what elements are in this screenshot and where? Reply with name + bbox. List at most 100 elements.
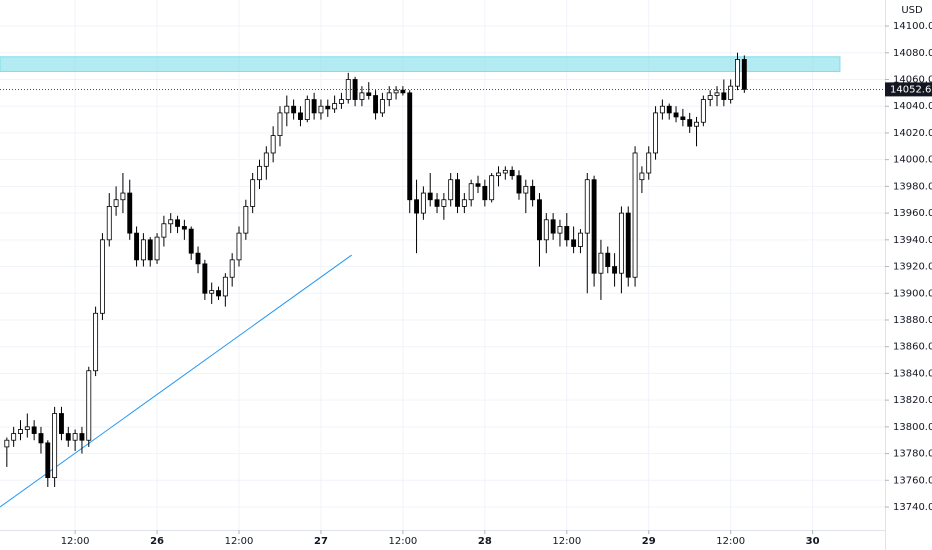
candle: [72, 429, 78, 451]
candle-body: [584, 179, 590, 234]
x-tick-label: 30: [806, 536, 820, 547]
candle-body: [516, 175, 522, 194]
candle-body: [475, 183, 481, 187]
candle: [113, 186, 119, 216]
candle: [700, 95, 706, 127]
candle: [277, 106, 283, 147]
candle: [557, 219, 563, 247]
x-tick-label: 29: [642, 536, 656, 547]
candle-body: [564, 226, 570, 241]
candle-body: [482, 185, 488, 201]
candle: [728, 79, 734, 104]
candle-body: [557, 226, 563, 234]
candle-body: [721, 92, 727, 100]
x-tick-label: 27: [314, 536, 328, 547]
candle: [543, 213, 549, 254]
x-tick-label: 26: [150, 536, 164, 547]
candle: [509, 166, 515, 180]
candle: [386, 86, 392, 107]
candle-body: [127, 192, 133, 234]
candle-body: [386, 92, 392, 100]
candle: [618, 206, 624, 294]
candle-body: [11, 433, 17, 441]
candle: [11, 426, 17, 447]
candle-body: [134, 232, 140, 261]
candle: [161, 215, 167, 247]
x-tick-label: 12:00: [61, 536, 90, 547]
candle: [625, 206, 631, 287]
candle: [687, 112, 693, 133]
candle-body: [666, 105, 672, 114]
candle-body: [304, 99, 310, 120]
candle-body: [591, 179, 597, 274]
candle: [571, 226, 577, 254]
candle-body: [537, 199, 542, 241]
candle-body: [496, 172, 501, 177]
candle-body: [257, 165, 262, 181]
y-tick-label: 13860.0: [893, 342, 932, 353]
candle-body: [366, 92, 372, 96]
candle: [577, 229, 583, 254]
candle-body: [277, 112, 283, 137]
candle-body: [618, 212, 624, 274]
candle: [106, 193, 112, 247]
candle: [591, 175, 597, 287]
candle-body: [195, 252, 201, 265]
candle-body: [653, 112, 659, 154]
candle-body: [407, 92, 413, 201]
candle: [140, 233, 146, 267]
candle: [379, 92, 385, 117]
candle-body: [502, 169, 508, 174]
candle-body: [646, 152, 652, 174]
candle: [502, 166, 508, 180]
x-tick-label: 28: [478, 536, 492, 547]
candle: [468, 179, 474, 207]
y-tick-label: 13900.0: [893, 288, 932, 299]
candle: [612, 253, 618, 287]
candle-body: [509, 169, 515, 177]
candle-body: [24, 426, 30, 430]
candle-body: [448, 179, 454, 201]
candle: [304, 95, 310, 123]
x-tick-label: 12:00: [716, 536, 745, 547]
candle-body: [52, 413, 58, 479]
candle-body: [373, 95, 379, 114]
candle-body: [72, 433, 78, 441]
candle: [18, 420, 23, 441]
candle: [359, 86, 365, 107]
candle-body: [154, 236, 160, 261]
candle: [550, 213, 556, 240]
candle: [455, 173, 460, 214]
last-price-box: [885, 82, 932, 97]
x-tick-label: 12:00: [388, 536, 417, 547]
y-tick-label: 13760.0: [893, 475, 932, 486]
candle-body: [113, 199, 119, 207]
candle-body: [694, 121, 699, 127]
candle-body: [393, 89, 399, 94]
x-tick-label: 12:00: [225, 536, 254, 547]
candle: [229, 253, 235, 287]
candle: [707, 90, 713, 107]
y-tick-label: 14020.0: [893, 128, 932, 139]
candle: [236, 226, 242, 267]
candle: [407, 90, 413, 214]
candle-body: [59, 413, 64, 434]
candle: [448, 173, 454, 207]
y-tick-label: 13740.0: [893, 502, 932, 513]
candle-body: [332, 103, 338, 110]
candle-body: [359, 92, 365, 100]
candle: [168, 213, 174, 234]
candle-body: [434, 199, 440, 207]
candle-body: [707, 95, 713, 100]
candle-body: [216, 290, 221, 297]
candle: [475, 175, 481, 194]
candle: [99, 233, 105, 320]
candle-body: [414, 199, 419, 214]
candle-body: [489, 175, 495, 201]
y-tick-label: 13980.0: [893, 181, 932, 192]
candle: [434, 193, 440, 214]
candle-body: [181, 226, 187, 230]
candle-body: [427, 192, 433, 201]
candle-body: [222, 276, 228, 297]
